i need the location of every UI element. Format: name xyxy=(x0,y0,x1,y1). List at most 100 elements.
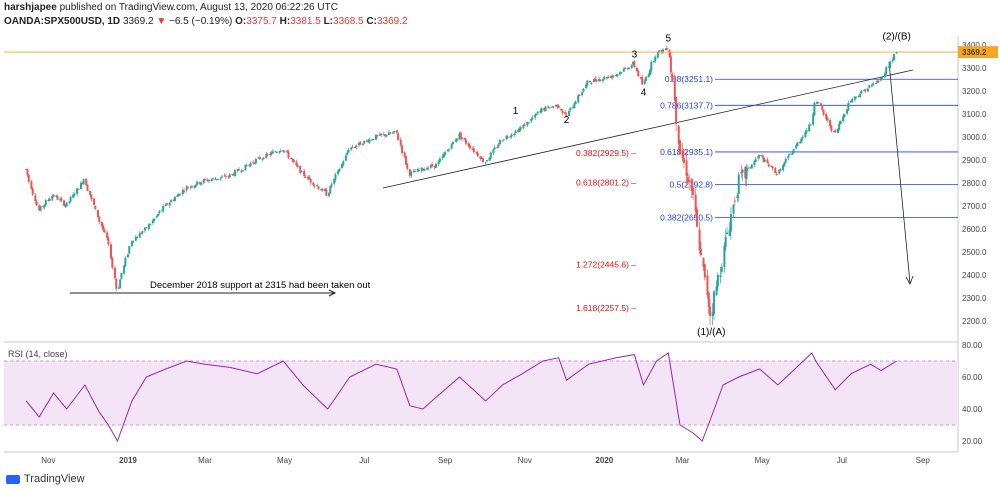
tradingview-logo-icon xyxy=(6,474,20,484)
candle-body xyxy=(712,291,715,315)
symbol-label[interactable]: OANDA:SPX500USD, 1D xyxy=(4,16,121,27)
candle-body xyxy=(719,275,722,278)
candle-body xyxy=(883,73,886,78)
candle-body xyxy=(158,211,161,214)
candle-body xyxy=(279,150,282,152)
candle-body xyxy=(194,184,197,187)
candle-body xyxy=(877,80,880,82)
time-tick-label: May xyxy=(277,456,292,465)
candle-body xyxy=(81,182,84,184)
candle-body xyxy=(240,170,243,172)
candle-body xyxy=(857,96,860,98)
candle-body xyxy=(652,61,655,63)
candle-body xyxy=(395,130,398,133)
candle-body xyxy=(299,165,302,173)
candle-body xyxy=(421,168,424,171)
candle-body xyxy=(757,156,760,159)
candle-body xyxy=(59,199,62,201)
candle-body xyxy=(162,206,165,211)
time-tick-label: 2020 xyxy=(595,456,613,465)
candle-body xyxy=(60,198,63,201)
candle-body xyxy=(771,166,774,169)
candle-body xyxy=(237,169,240,171)
candle-body xyxy=(630,65,633,69)
tradingview-footer[interactable]: TradingView xyxy=(6,473,85,485)
candle-body xyxy=(484,162,487,164)
price-tick-label: 3100.0 xyxy=(962,110,987,119)
candle-body xyxy=(211,178,214,180)
candle-body xyxy=(880,77,883,81)
candle-body xyxy=(42,206,45,208)
candle-body xyxy=(724,237,727,247)
candle-body xyxy=(119,279,122,289)
candle-body xyxy=(654,56,657,61)
price-tick-label: 2500.0 xyxy=(962,248,987,257)
candle-body xyxy=(380,133,383,135)
candle-body xyxy=(214,178,217,180)
candle-body xyxy=(475,152,478,154)
candle-body xyxy=(220,176,223,178)
candle-body xyxy=(744,166,747,178)
candle-body xyxy=(729,214,732,232)
candle-body xyxy=(189,186,192,188)
candle-body xyxy=(471,149,474,151)
candle-body xyxy=(427,167,430,169)
candle-body xyxy=(96,210,99,218)
candle-body xyxy=(124,257,127,267)
candle-body xyxy=(551,106,554,108)
candle-body xyxy=(851,98,854,102)
candle-body xyxy=(501,140,504,142)
ohlc-header: OANDA:SPX500USD, 1D 3369.2 ▼ −6.5 (−0.19… xyxy=(4,16,408,27)
candle-body xyxy=(387,132,390,136)
candle-body xyxy=(761,154,764,158)
wave-label: 2 xyxy=(564,115,570,126)
candle-body xyxy=(48,198,51,201)
candle-body xyxy=(709,306,712,316)
price-chart[interactable]: December 2018 support at 2315 had been t… xyxy=(0,0,1000,470)
candle-body xyxy=(891,59,894,62)
candle-body xyxy=(317,186,320,190)
candle-body xyxy=(441,156,444,158)
wave-label: 1 xyxy=(513,106,519,117)
candle-body xyxy=(826,118,829,121)
candle-body xyxy=(252,162,255,164)
candle-body xyxy=(85,178,88,186)
publisher-name[interactable]: harshjapee xyxy=(4,2,57,13)
candle-body xyxy=(668,50,671,58)
rsi-tick-label: 20.00 xyxy=(962,437,983,446)
candle-body xyxy=(141,231,144,234)
candle-body xyxy=(615,75,618,77)
candle-body xyxy=(746,167,749,169)
candle-body xyxy=(65,202,68,207)
candle-body xyxy=(688,180,691,183)
candle-body xyxy=(338,168,341,172)
candle-body xyxy=(624,67,627,69)
candle-body xyxy=(547,106,550,108)
candle-body xyxy=(89,190,92,195)
candle-body xyxy=(881,77,884,79)
candle-body xyxy=(295,161,298,165)
candle-body xyxy=(224,176,227,178)
candle-body xyxy=(128,245,131,254)
candle-body xyxy=(38,205,41,211)
candle-body xyxy=(605,77,608,79)
time-tick-label: Jul xyxy=(359,456,369,465)
candle-body xyxy=(582,88,585,92)
candle-body xyxy=(536,111,539,114)
candle-body xyxy=(681,150,684,159)
candle-body xyxy=(68,201,71,203)
candle-body xyxy=(329,186,332,194)
candle-body xyxy=(526,121,529,126)
candle-body xyxy=(271,151,274,154)
price-tick-label: 3200.0 xyxy=(962,87,987,96)
candle-body xyxy=(574,101,577,105)
candle-body xyxy=(830,125,833,132)
candle-body xyxy=(866,88,869,92)
candle-body xyxy=(451,141,454,145)
candle-body xyxy=(425,168,428,170)
candle-body xyxy=(334,174,337,180)
candle-body xyxy=(611,76,614,78)
candle-body xyxy=(801,136,804,139)
fib-extension-label: 0.618(2801.2) – xyxy=(576,178,636,188)
candle-body xyxy=(207,180,210,182)
